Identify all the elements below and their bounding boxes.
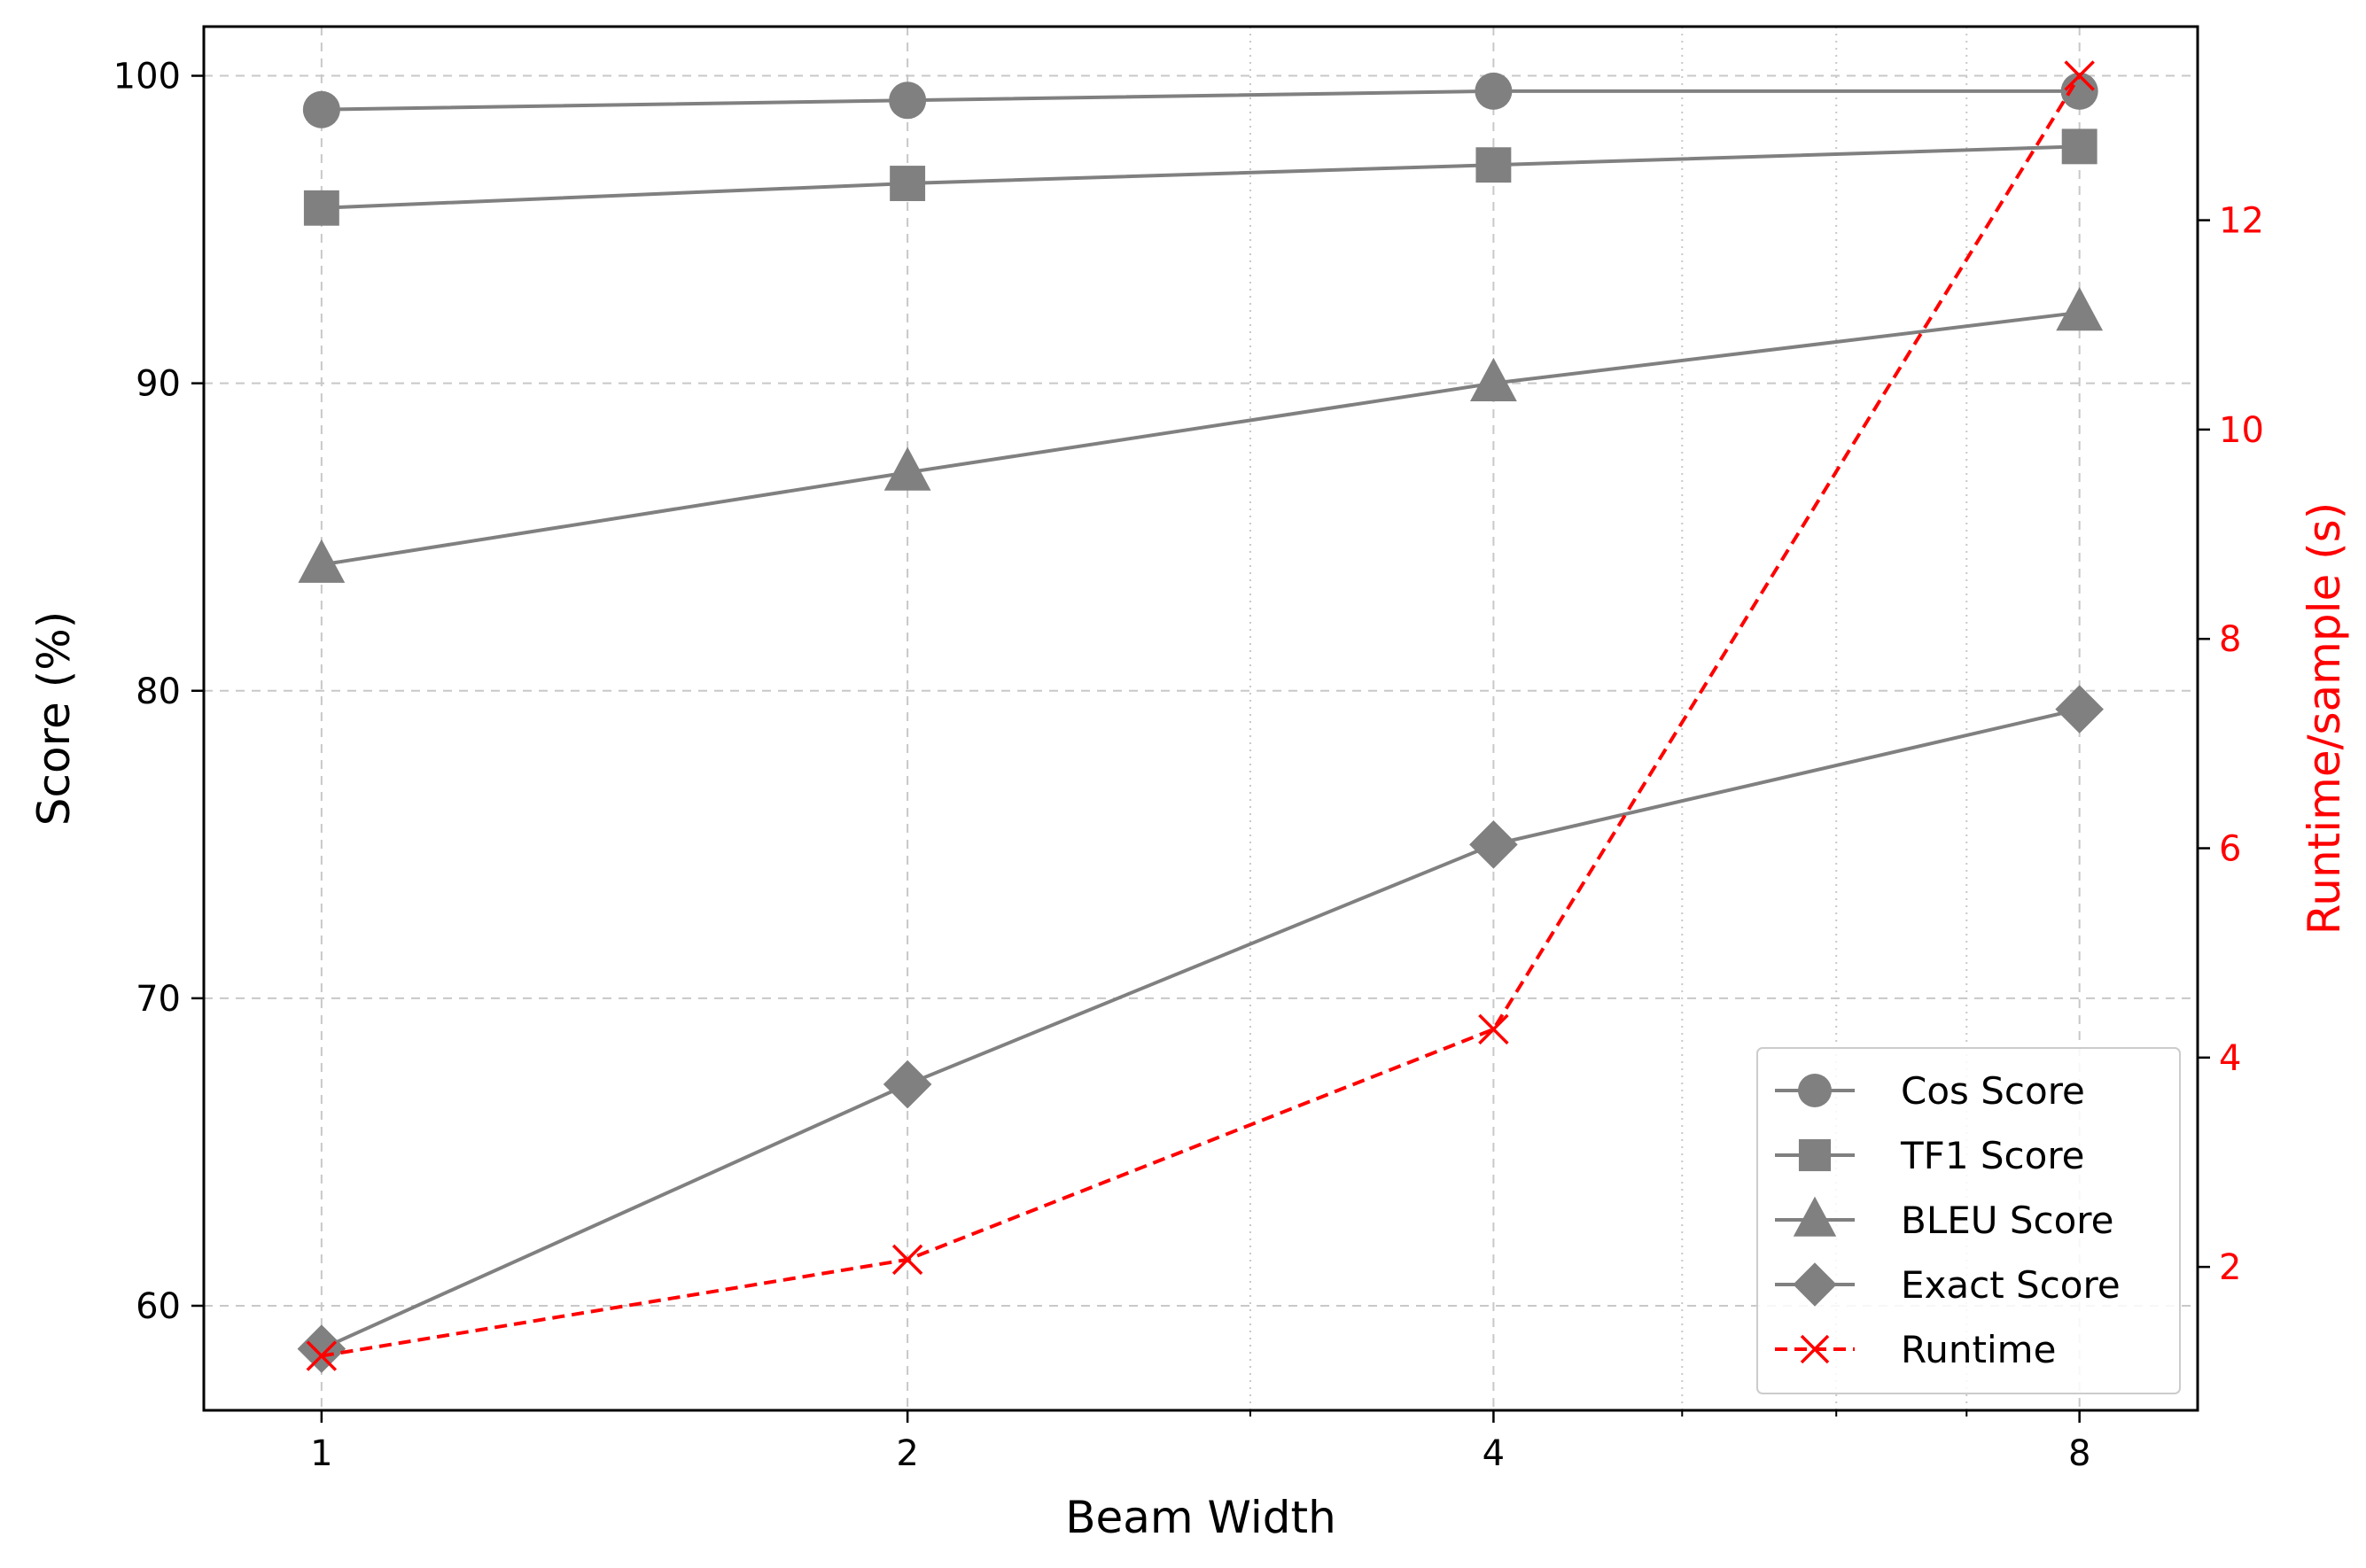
legend-swatch-marker <box>1793 1262 1837 1307</box>
x-tick-label: 4 <box>1483 1433 1505 1474</box>
data-point-bleu-score <box>298 539 346 583</box>
legend-label: Runtime <box>1901 1328 2056 1371</box>
data-point-cos-score <box>889 82 927 120</box>
series-layer <box>297 60 2104 1373</box>
plot-frame <box>202 25 2199 1412</box>
legend-item-tf1-score: TF1 Score <box>1775 1134 2085 1177</box>
y2-tick-label: 4 <box>2219 1038 2241 1079</box>
data-point-tf1-score <box>1475 147 1512 183</box>
series-runtime <box>306 60 2095 1371</box>
series-cos-score <box>302 72 2098 128</box>
data-point-cos-score <box>1475 72 1513 110</box>
legend-box <box>1756 1047 2181 1394</box>
legend-item-cos-score: Cos Score <box>1775 1069 2085 1113</box>
legend: Cos Score TF1 Score BLEU Score Exact Score R… <box>1756 1047 2181 1394</box>
data-point-runtime <box>306 1340 338 1371</box>
legend-label: Cos Score <box>1901 1069 2085 1113</box>
y2-tick-label: 12 <box>2219 201 2264 242</box>
data-point-runtime <box>1478 1013 1509 1045</box>
legend-item-bleu-score: BLEU Score <box>1775 1196 2113 1242</box>
legend-label: TF1 Score <box>1900 1134 2085 1177</box>
data-point-bleu-score <box>883 446 931 491</box>
legend-label: BLEU Score <box>1901 1199 2113 1242</box>
y2-tick-label: 10 <box>2219 410 2264 451</box>
y-tick-label: 80 <box>136 671 181 712</box>
series-tf1-score <box>303 128 2097 226</box>
legend-swatch-marker <box>1793 1196 1837 1237</box>
y2-tick-label: 6 <box>2219 829 2241 870</box>
data-point-cos-score <box>2060 72 2098 110</box>
data-point-runtime <box>891 1244 923 1276</box>
x-tick-label: 2 <box>896 1433 918 1474</box>
data-point-exact-score <box>1469 820 1518 869</box>
x-axis-label: Beam Width <box>1065 1492 1336 1543</box>
series-line-runtime <box>321 74 2082 1358</box>
y-tick-label: 100 <box>113 57 181 97</box>
legend-item-runtime: Runtime <box>1775 1328 2056 1371</box>
data-point-tf1-score <box>303 190 339 226</box>
y2-axis-label: Runtime/sample (s) <box>2299 502 2350 935</box>
data-point-runtime <box>2064 60 2095 91</box>
x-tick-label: 1 <box>310 1433 332 1474</box>
series-line-bleu-score <box>321 310 2080 567</box>
series-line-tf1-score <box>321 144 2080 210</box>
y2-tick-label: 8 <box>2219 619 2241 660</box>
legend-swatch-marker <box>1800 1334 1830 1364</box>
legend-swatch-marker <box>1798 1074 1832 1107</box>
data-point-bleu-score <box>2056 287 2104 331</box>
legend-swatch-marker <box>1798 1138 1832 1172</box>
data-point-exact-score <box>2055 685 2104 734</box>
series-bleu-score <box>298 287 2104 583</box>
data-point-cos-score <box>302 90 340 128</box>
data-point-exact-score <box>883 1060 932 1109</box>
legend-item-exact-score: Exact Score <box>1775 1262 2121 1307</box>
series-line-exact-score <box>321 707 2081 1351</box>
y-axis-label: Score (%) <box>28 611 80 826</box>
data-point-exact-score <box>297 1324 346 1373</box>
data-point-bleu-score <box>1469 357 1517 402</box>
y2-tick-label: 2 <box>2219 1247 2241 1288</box>
legend-label: Exact Score <box>1901 1263 2121 1307</box>
y-tick-label: 70 <box>136 979 181 1020</box>
grid <box>204 27 2198 1410</box>
x-tick-label: 8 <box>2068 1433 2090 1474</box>
series-exact-score <box>297 685 2104 1373</box>
data-point-tf1-score <box>2061 128 2097 165</box>
series-line-cos-score <box>321 89 2080 112</box>
y-tick-label: 60 <box>136 1286 181 1327</box>
y-tick-label: 90 <box>136 364 181 405</box>
data-point-tf1-score <box>890 166 926 201</box>
